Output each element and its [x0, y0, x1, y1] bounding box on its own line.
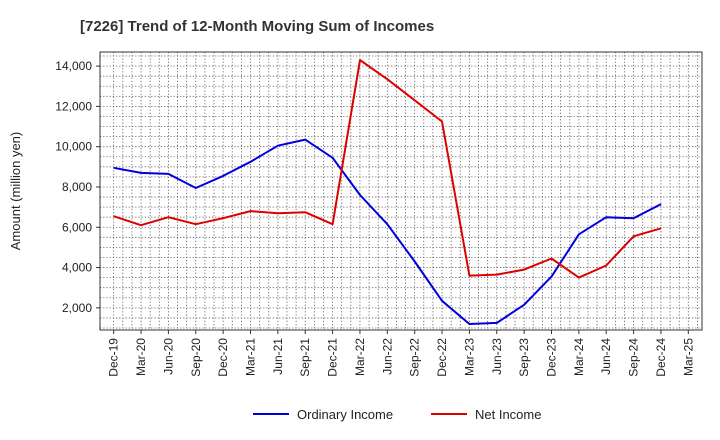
y-tick-label: 6,000 — [62, 220, 92, 234]
x-tick-label: Sep-21 — [298, 338, 312, 377]
legend-label: Ordinary Income — [297, 407, 393, 422]
x-tick-label: Mar-25 — [681, 338, 695, 376]
y-tick-label: 4,000 — [62, 261, 92, 275]
y-tick-label: 14,000 — [55, 59, 92, 73]
series-line-ordinary-income — [113, 138, 662, 325]
y-tick-label: 12,000 — [55, 99, 92, 113]
legend: Ordinary Income Net Income — [253, 407, 541, 422]
x-tick-label: Jun-20 — [161, 338, 175, 375]
x-tick-label: Jun-21 — [271, 338, 285, 375]
y-axis-label: Amount (million yen) — [8, 132, 23, 251]
series — [113, 59, 662, 325]
x-tick-label: Mar-20 — [134, 338, 148, 376]
x-tick-label: Sep-23 — [517, 338, 531, 377]
x-tick-label: Dec-22 — [435, 338, 449, 377]
series-line-net-income — [113, 59, 662, 279]
y-tick-label: 10,000 — [55, 140, 92, 154]
x-tick-label: Dec-21 — [326, 338, 340, 377]
x-tick-label: Dec-24 — [654, 338, 668, 377]
chart-title: [7226] Trend of 12-Month Moving Sum of I… — [80, 18, 434, 35]
x-tick-label: Mar-21 — [244, 338, 258, 376]
x-tick-label: Jun-22 — [380, 338, 394, 375]
x-tick-label: Sep-20 — [189, 338, 203, 377]
x-tick-label: Mar-22 — [353, 338, 367, 376]
x-tick-label: Jun-24 — [599, 338, 613, 375]
x-tick-label: Mar-23 — [462, 338, 476, 376]
x-tick-label: Sep-24 — [627, 338, 641, 377]
plot-frame — [99, 51, 703, 331]
y-tick-label: 2,000 — [62, 301, 92, 315]
x-tick-label: Dec-23 — [545, 338, 559, 377]
legend-label: Net Income — [475, 407, 541, 422]
y-axis: 2,000 4,000 6,000 8,000 10,000 12,000 14,000 — [55, 59, 100, 315]
x-tick-label: Mar-24 — [572, 338, 586, 376]
x-tick-label: Sep-22 — [408, 338, 422, 377]
x-tick-label: Dec-19 — [107, 338, 121, 377]
x-tick-label: Jun-23 — [490, 338, 504, 375]
grid — [100, 52, 702, 330]
x-tick-label: Dec-20 — [216, 338, 230, 377]
y-tick-label: 8,000 — [62, 180, 92, 194]
x-axis: Dec-19 Mar-20 Jun-20 Sep-20 Dec-20 Mar-21 Jun-… — [107, 330, 695, 377]
